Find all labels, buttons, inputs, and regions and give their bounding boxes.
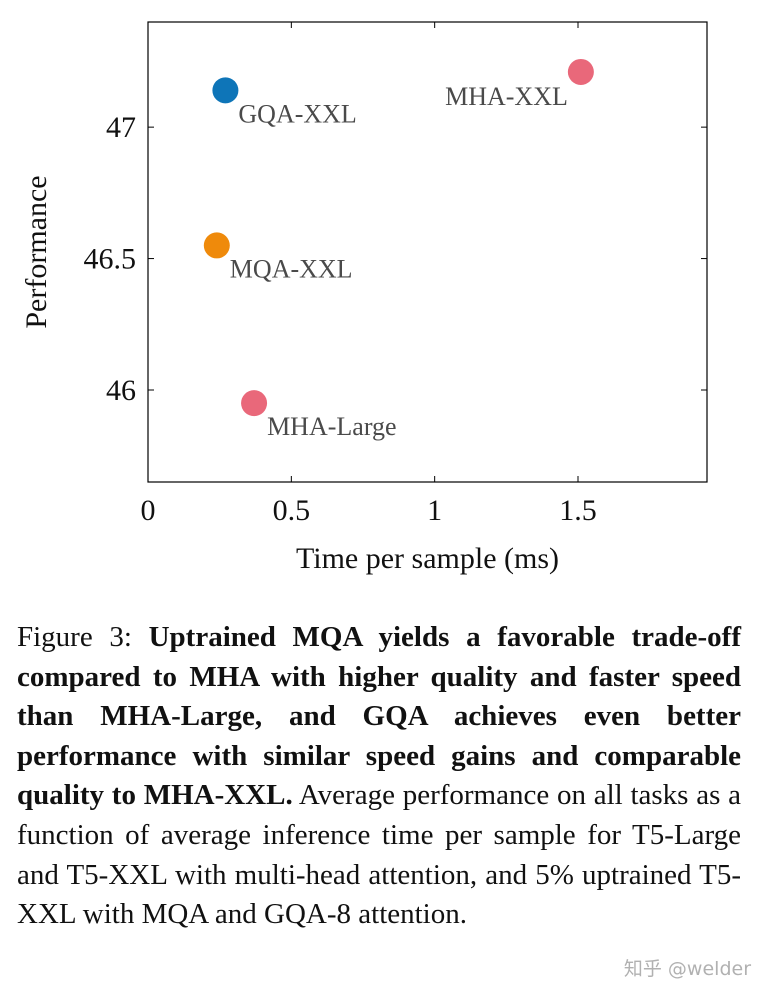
point-label: MQA-XXL — [230, 254, 353, 283]
y-tick-label: 46.5 — [84, 243, 137, 276]
x-tick-label: 0.5 — [273, 494, 311, 527]
data-point — [567, 58, 594, 85]
y-tick-label: 46 — [106, 374, 136, 407]
figure-caption: Figure 3: Uptrained MQA yields a favorab… — [17, 618, 741, 935]
plot-frame — [147, 21, 708, 483]
tick-group: 0 0.5 1 1.5 46 46.5 47 — [84, 22, 707, 527]
caption-body-text: Average performance on all tasks as a fu… — [17, 779, 741, 931]
watermark-text: 知乎 @welder — [623, 958, 751, 980]
point-group: MHA-XXL GQA-XXL MQA-XXL MHA-Large — [203, 58, 594, 441]
data-point — [241, 390, 268, 417]
point-label: MHA-XXL — [445, 82, 568, 111]
data-point — [203, 232, 230, 259]
caption-bold-text: Uptrained MQA yields a favorable trade-o… — [17, 621, 741, 812]
point-label: MHA-Large — [267, 412, 396, 441]
x-tick-label: 0 — [141, 494, 156, 527]
x-axis-label: Time per sample (ms) — [296, 542, 559, 575]
y-tick-label: 47 — [106, 111, 136, 144]
data-point — [212, 77, 239, 104]
x-tick-label: 1.5 — [559, 494, 597, 527]
caption-prefix: Figure 3: — [17, 621, 149, 653]
y-axis-label: Performance — [20, 175, 53, 328]
point-label: GQA-XXL — [238, 99, 356, 128]
x-tick-label: 1 — [427, 494, 442, 527]
